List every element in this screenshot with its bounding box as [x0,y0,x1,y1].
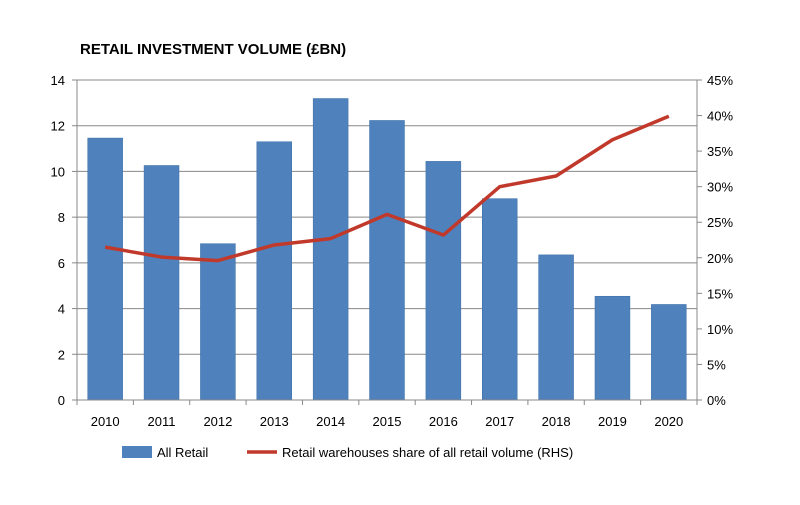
y2-tick-label: 0% [707,393,726,408]
x-tick-label: 2010 [91,414,120,429]
bar [426,161,461,400]
y-tick-label: 8 [58,210,65,225]
bar [539,255,574,400]
x-tick-label: 2020 [654,414,683,429]
y2-tick-label: 40% [707,109,733,124]
x-tick-label: 2017 [485,414,514,429]
bar [482,199,517,400]
x-tick-label: 2016 [429,414,458,429]
x-tick-label: 2013 [260,414,289,429]
y2-tick-label: 30% [707,180,733,195]
y2-tick-label: 20% [707,251,733,266]
bar [595,296,630,400]
y2-tick-label: 35% [707,144,733,159]
x-tick-label: 2019 [598,414,627,429]
x-tick-label: 2014 [316,414,345,429]
bar [651,304,686,400]
legend-swatch-all-retail [122,446,152,458]
y-tick-label: 6 [58,256,65,271]
bar [144,165,179,400]
y-tick-label: 2 [58,347,65,362]
legend: All Retail Retail warehouses share of al… [122,445,573,460]
y-tick-label: 0 [58,393,65,408]
y-tick-label: 12 [51,119,65,134]
bar [257,142,292,400]
x-tick-label: 2015 [373,414,402,429]
y2-tick-label: 15% [707,286,733,301]
legend-label-share: Retail warehouses share of all retail vo… [282,445,573,460]
x-tick-label: 2018 [542,414,571,429]
y2-tick-label: 10% [707,322,733,337]
y2-tick-label: 45% [707,73,733,88]
bar [200,244,235,400]
y2-tick-label: 25% [707,215,733,230]
y-tick-label: 4 [58,302,65,317]
x-tick-label: 2012 [203,414,232,429]
x-tick-label: 2011 [148,414,176,429]
bar [370,120,405,400]
bar [88,138,123,400]
chart-title: RETAIL INVESTMENT VOLUME (£BN) [80,41,346,58]
bar [313,99,348,400]
legend-label-all-retail: All Retail [157,445,208,460]
y-tick-label: 10 [51,164,65,179]
y2-tick-label: 5% [707,357,726,372]
y-tick-label: 14 [51,73,65,88]
